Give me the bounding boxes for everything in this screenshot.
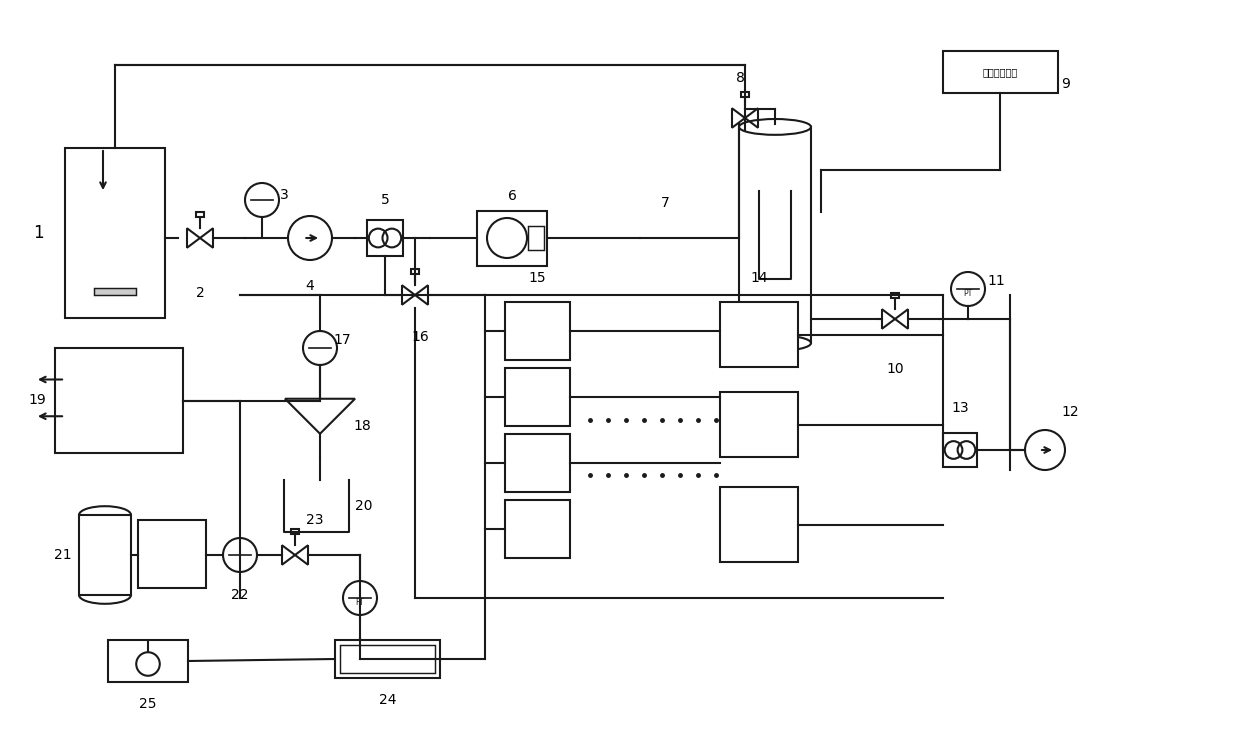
Text: 20: 20 [355, 499, 373, 513]
Bar [94, 288, 136, 295]
Bar [335, 640, 440, 678]
Bar [739, 127, 811, 343]
Text: 5: 5 [381, 193, 389, 207]
Bar [892, 293, 899, 298]
Text: 12: 12 [1061, 405, 1079, 419]
Text: PT: PT [963, 289, 972, 298]
Bar [412, 269, 419, 274]
Circle shape [1025, 430, 1065, 470]
Bar [291, 529, 299, 534]
Text: 14: 14 [750, 271, 768, 285]
Bar [196, 212, 203, 218]
Bar [942, 433, 977, 467]
Bar [720, 392, 799, 457]
Bar [505, 434, 570, 492]
Ellipse shape [739, 335, 811, 351]
Text: 2: 2 [196, 286, 205, 300]
Bar [138, 520, 206, 588]
Bar [942, 51, 1058, 93]
Text: 9: 9 [1061, 77, 1070, 91]
Text: 23: 23 [306, 513, 324, 527]
Bar [505, 368, 570, 426]
Bar [720, 487, 799, 562]
Bar [742, 92, 749, 97]
Ellipse shape [739, 119, 811, 135]
Circle shape [223, 538, 257, 572]
Text: 16: 16 [412, 330, 429, 344]
Text: 11: 11 [987, 274, 1004, 288]
Bar [505, 302, 570, 360]
Text: 3: 3 [280, 188, 289, 202]
Text: 21: 21 [55, 548, 72, 562]
Bar [720, 302, 799, 367]
Text: 25: 25 [139, 697, 156, 711]
Bar [367, 220, 403, 256]
Text: 24: 24 [378, 693, 397, 707]
Circle shape [246, 183, 279, 217]
Bar [477, 210, 547, 266]
Text: FT: FT [356, 598, 365, 607]
Circle shape [951, 272, 985, 306]
Text: 7: 7 [661, 196, 670, 210]
Text: 22: 22 [231, 588, 249, 602]
Text: 17: 17 [334, 333, 351, 347]
Text: 10: 10 [887, 362, 904, 376]
Text: 18: 18 [353, 419, 371, 433]
Circle shape [343, 581, 377, 615]
Text: 6: 6 [507, 189, 516, 203]
Text: 15: 15 [528, 271, 547, 285]
Bar [55, 348, 184, 453]
Text: 4: 4 [305, 279, 315, 293]
Text: 19: 19 [29, 393, 46, 407]
Bar [340, 645, 435, 673]
Circle shape [303, 331, 337, 365]
Bar [505, 500, 570, 558]
Bar [108, 640, 188, 682]
Bar [528, 226, 544, 250]
Circle shape [288, 216, 332, 260]
Text: 1: 1 [32, 224, 43, 242]
Text: 13: 13 [951, 401, 968, 415]
Text: 8: 8 [735, 71, 744, 85]
Bar [79, 515, 131, 595]
Text: 超声波发生器: 超声波发生器 [982, 67, 1018, 77]
Bar [64, 148, 165, 318]
